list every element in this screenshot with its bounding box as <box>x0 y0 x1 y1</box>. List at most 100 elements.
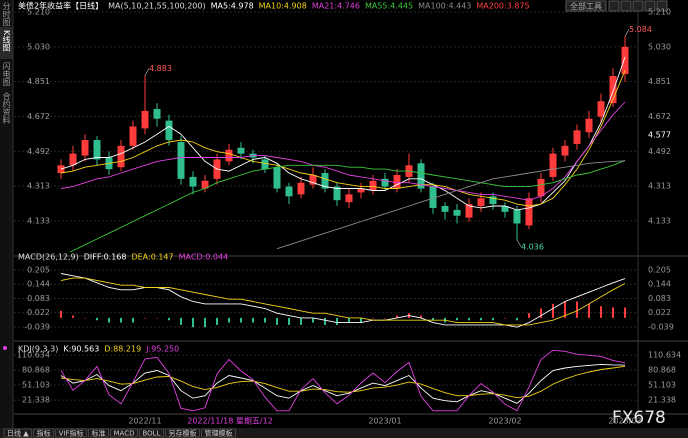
macd-bar <box>216 317 218 325</box>
ma-line <box>69 159 626 252</box>
cursor-date-label: 2022/11/18 星期五/12 <box>187 417 273 426</box>
candle-body <box>345 194 353 203</box>
candle-body <box>489 196 497 205</box>
y-tick-label-right: 4.672 <box>648 112 671 121</box>
x-tick-label: 2023/03 <box>608 417 641 426</box>
toolbar-button[interactable] <box>164 428 200 438</box>
candle-body <box>357 188 365 193</box>
sidebar-tab[interactable]: 闪电图 <box>2 62 11 87</box>
toolbar-button[interactable] <box>110 428 138 438</box>
macd-bar <box>516 317 518 321</box>
candle-body <box>69 153 77 166</box>
legend-entry: MA200:3.875 <box>476 2 529 11</box>
candle-body <box>285 186 293 197</box>
sidebar-tab[interactable]: 分时图 <box>2 2 11 27</box>
y-tick-label: 110.634 <box>17 351 50 360</box>
y-tick-label-right: 0.144 <box>648 280 671 289</box>
legend-entry: DIFF:0.168 <box>84 253 127 262</box>
toolbar-button[interactable] <box>200 428 236 438</box>
macd-bar <box>384 317 386 319</box>
indicator-line <box>60 277 626 326</box>
candle-body <box>225 149 233 162</box>
toolbar-item[interactable]: 标准 <box>92 429 106 438</box>
indicator-line <box>60 363 626 404</box>
macd-bar <box>396 315 398 318</box>
extreme-label: 4.036 <box>521 242 544 251</box>
x-tick-label: 2023/01 <box>368 417 401 426</box>
candle-body <box>381 178 389 187</box>
ma-line <box>276 160 626 250</box>
candle-body <box>597 101 605 117</box>
macd-bar <box>312 317 314 323</box>
y-tick-label: 0.205 <box>27 265 50 274</box>
icon-button[interactable] <box>608 0 620 12</box>
macd-bar <box>192 317 194 328</box>
macd-bar <box>588 303 590 318</box>
tools-button-label[interactable]: 全部工具 <box>570 1 602 11</box>
y-tick-label: 0.083 <box>27 294 50 303</box>
candle-body <box>297 182 305 195</box>
macd-bar <box>456 317 458 321</box>
candle-body <box>561 145 569 156</box>
toolbar-item[interactable]: BOLL <box>142 430 160 438</box>
icon-button[interactable] <box>620 0 632 12</box>
y-tick-label-right: 5.030 <box>648 42 671 51</box>
y-tick-label-right: 4.133 <box>648 216 671 225</box>
extreme-pointer <box>624 29 630 37</box>
icon-button[interactable] <box>632 0 644 12</box>
candle-body <box>153 108 161 119</box>
y-tick-label: -0.039 <box>24 323 50 332</box>
icon-button[interactable] <box>656 0 668 12</box>
toolbar-button[interactable] <box>33 428 55 438</box>
macd-bar <box>60 310 62 318</box>
candle-body <box>129 126 137 146</box>
toolbar-item[interactable]: 指标 <box>37 429 51 438</box>
y-tick-label-right: 4.492 <box>648 147 671 156</box>
candle-body <box>57 165 65 174</box>
candle-body <box>333 186 341 201</box>
macd-bar <box>72 315 74 318</box>
macd-bar <box>168 317 170 321</box>
macd-bar <box>504 317 506 319</box>
indicator-line <box>60 365 626 399</box>
macd-bar <box>600 306 602 318</box>
toolbar-item[interactable]: 另存模板 <box>168 429 196 438</box>
toolbar-button[interactable] <box>138 428 164 438</box>
indicator-line <box>60 349 626 412</box>
macd-bar <box>120 317 122 323</box>
legend-entry: MA5:4.978 <box>211 2 254 11</box>
y-tick-label-right: 5.210 <box>648 7 671 16</box>
toolbar-item[interactable]: MACD <box>114 430 135 438</box>
candle-body <box>141 110 149 129</box>
candle-body <box>93 140 101 160</box>
candle-body <box>501 206 509 212</box>
y-tick-label: 5.210 <box>27 7 50 16</box>
macd-bar <box>552 303 554 318</box>
chart-title: MACD(26,12,9) <box>18 253 79 262</box>
watermark: FX678 <box>612 408 666 428</box>
candle-body <box>321 173 329 189</box>
y-tick-label-right: 80.868 <box>648 366 676 375</box>
macd-bar <box>348 317 350 323</box>
sidebar-tab[interactable]: K线图 <box>2 30 11 52</box>
toolbar-item[interactable]: VIF指标 <box>59 429 84 438</box>
candle-body <box>609 75 617 104</box>
candle-body <box>417 163 425 189</box>
toolbar-button[interactable] <box>3 428 33 438</box>
toolbar-button[interactable] <box>88 428 109 438</box>
extreme-pointer <box>516 239 522 247</box>
toolbar-item[interactable]: 日线 ▲ <box>7 429 29 438</box>
candle-body <box>201 180 209 189</box>
toolbar-item[interactable]: 管理模板 <box>204 429 232 438</box>
candle-body <box>261 159 269 170</box>
icon-button[interactable] <box>644 0 656 12</box>
sidebar-tab[interactable]: 合约资料 <box>2 91 11 125</box>
candle-body <box>165 120 173 141</box>
toolbar-button[interactable] <box>55 428 87 438</box>
y-tick-label: 0.144 <box>27 280 50 289</box>
legend-entry: J:95.250 <box>145 345 179 354</box>
tools-button[interactable] <box>565 0 607 12</box>
macd-bar <box>528 313 530 318</box>
macd-bar <box>432 317 434 321</box>
macd-bar <box>336 317 338 325</box>
